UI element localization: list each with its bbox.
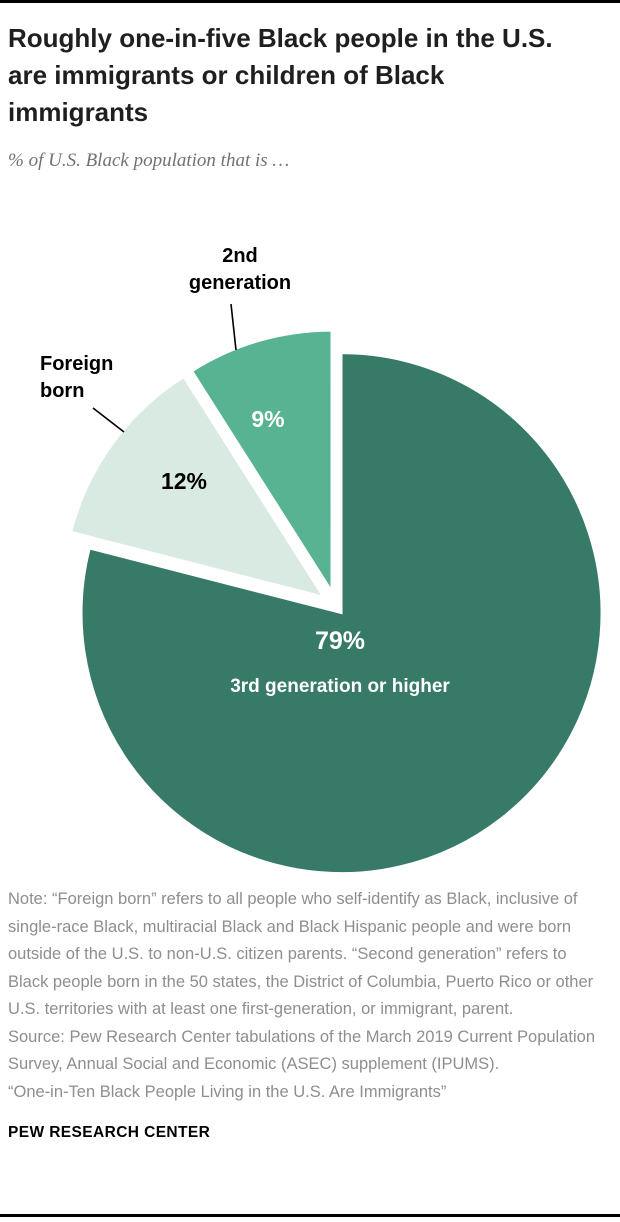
top-divider	[0, 0, 620, 3]
slice-value-label-0: 79%	[315, 627, 365, 655]
callout-leader-line-2	[230, 303, 237, 351]
slice-label-0: 3rd generation or higher	[230, 676, 450, 697]
slice-callout-label-1: Foreign	[40, 353, 113, 375]
slice-callout-label-2: generation	[189, 272, 291, 294]
callout-leader-line-1	[92, 407, 125, 433]
pie-slice-2	[190, 329, 333, 595]
slice-callout-label-2: 2nd	[222, 245, 258, 267]
brand-label: PEW RESEARCH CENTER	[8, 1124, 211, 1141]
footer-notes: Note: “Foreign born” refers to all peopl…	[8, 886, 606, 1147]
chart-subtitle: % of U.S. Black population that is …	[8, 150, 290, 171]
citation-text: “One-in-Ten Black People Living in the U…	[8, 1082, 447, 1101]
source-text: Source: Pew Research Center tabulations …	[8, 1027, 595, 1074]
pie-slice-0	[80, 352, 603, 875]
pie-chart-svg: 79% 3rd generation or higher 12% Foreign bor…	[40, 245, 603, 875]
pie-chart: 79% 3rd generation or higher 12% Foreign bor…	[0, 228, 620, 882]
slice-value-label-2: 9%	[251, 406, 284, 432]
chart-title: Roughly one-in-five Black people in the …	[8, 23, 553, 127]
slice-value-label-1: 12%	[161, 468, 207, 494]
pie-slice-1	[69, 375, 326, 599]
note-text: Note: “Foreign born” refers to all peopl…	[8, 890, 594, 1018]
slice-callout-label-1: born	[40, 380, 84, 402]
bottom-divider	[0, 1214, 620, 1217]
